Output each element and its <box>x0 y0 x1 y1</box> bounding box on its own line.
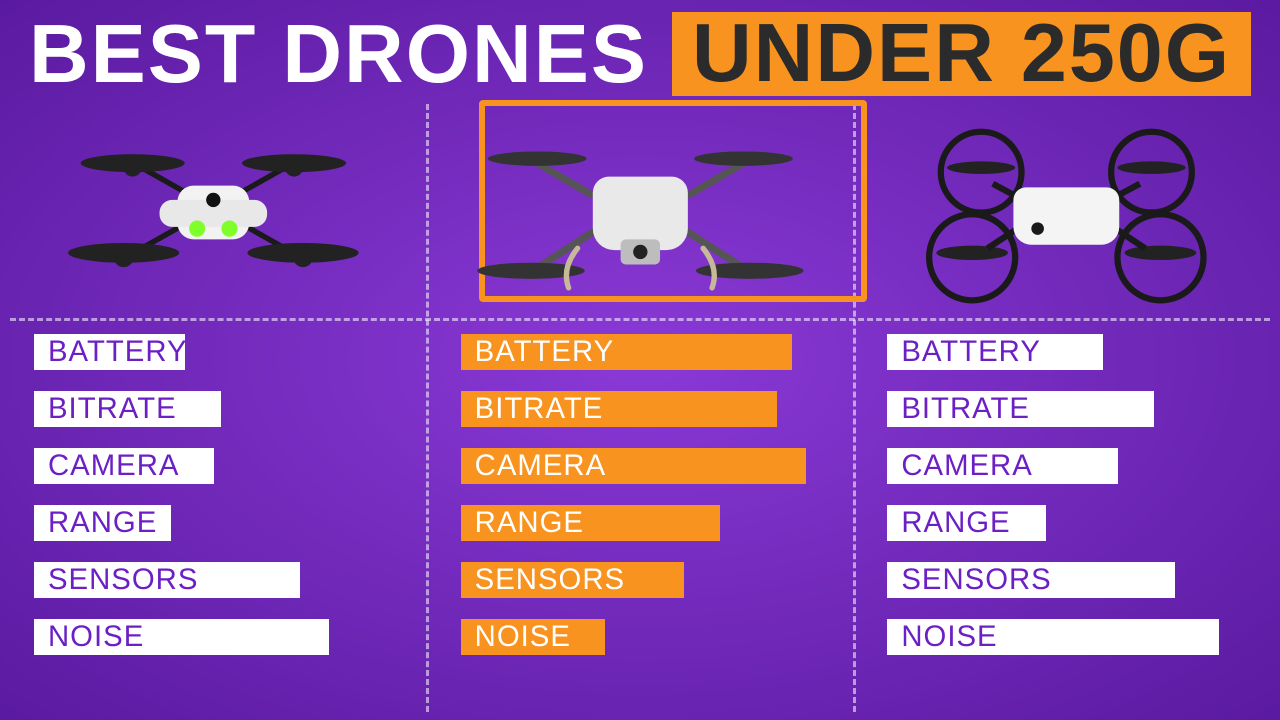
metric-row-range: RANGE <box>461 505 807 541</box>
metric-row-battery: BATTERY <box>461 334 807 370</box>
metric-bar: CAMERA <box>34 448 214 484</box>
title-right-badge: UNDER 250G <box>672 12 1251 97</box>
metric-label: BITRATE <box>901 392 1030 426</box>
metric-bar: NOISE <box>461 619 605 655</box>
metric-bar: BITRATE <box>887 391 1153 427</box>
title-bar: BEST DRONES UNDER 250G <box>0 0 1280 102</box>
metric-row-bitrate: BITRATE <box>461 391 807 427</box>
drone-image-2 <box>461 104 820 312</box>
drone-column-3: BATTERY BITRATE CAMERA RANGE SENSORS NOISE <box>853 104 1280 720</box>
title-left: BEST DRONES <box>29 6 648 102</box>
bars-column-2: BATTERY BITRATE CAMERA RANGE SENSORS NOISE <box>461 334 807 676</box>
metric-label: SENSORS <box>901 563 1051 597</box>
metric-row-camera: CAMERA <box>461 448 807 484</box>
metric-row-sensors: SENSORS <box>887 562 1218 598</box>
metric-row-sensors: SENSORS <box>34 562 329 598</box>
metric-label: CAMERA <box>48 449 179 483</box>
metric-row-camera: CAMERA <box>34 448 329 484</box>
metric-row-bitrate: BITRATE <box>887 391 1218 427</box>
metric-bar: BITRATE <box>461 391 778 427</box>
metric-label: BITRATE <box>48 392 177 426</box>
metric-label: BATTERY <box>901 335 1041 369</box>
metric-row-camera: CAMERA <box>887 448 1218 484</box>
drone-image-3 <box>887 104 1246 312</box>
metric-bar: NOISE <box>887 619 1218 655</box>
drone-column-2: BATTERY BITRATE CAMERA RANGE SENSORS NOISE <box>427 104 854 720</box>
metric-label: RANGE <box>48 506 157 540</box>
drone-icon <box>887 104 1246 312</box>
metric-row-range: RANGE <box>34 505 329 541</box>
metric-label: RANGE <box>475 506 584 540</box>
metric-label: NOISE <box>48 620 144 654</box>
metric-bar: BATTERY <box>887 334 1103 370</box>
metric-bar: RANGE <box>887 505 1045 541</box>
metric-bar: CAMERA <box>461 448 807 484</box>
metric-bar: BATTERY <box>34 334 185 370</box>
metric-label: SENSORS <box>48 563 198 597</box>
metric-row-bitrate: BITRATE <box>34 391 329 427</box>
metric-label: CAMERA <box>901 449 1032 483</box>
metric-label: CAMERA <box>475 449 606 483</box>
metric-bar: BITRATE <box>34 391 221 427</box>
bars-column-1: BATTERY BITRATE CAMERA RANGE SENSORS NOISE <box>34 334 329 676</box>
drone-image-1 <box>34 104 393 312</box>
drone-column-1: BATTERY BITRATE CAMERA RANGE SENSORS NOISE <box>0 104 427 720</box>
metric-bar: BATTERY <box>461 334 792 370</box>
metric-label: NOISE <box>901 620 997 654</box>
infographic-frame: BEST DRONES UNDER 250G <box>0 0 1280 720</box>
metric-bar: CAMERA <box>887 448 1117 484</box>
metric-bar: SENSORS <box>887 562 1175 598</box>
metric-bar: NOISE <box>34 619 329 655</box>
metric-row-noise: NOISE <box>34 619 329 655</box>
metric-label: BATTERY <box>475 335 615 369</box>
metric-label: BITRATE <box>475 392 604 426</box>
metric-label: BATTERY <box>48 335 188 369</box>
metric-bar: SENSORS <box>461 562 684 598</box>
drone-icon <box>34 104 393 312</box>
metric-bar: SENSORS <box>34 562 300 598</box>
metric-row-noise: NOISE <box>887 619 1218 655</box>
metric-label: NOISE <box>475 620 571 654</box>
metric-bar: RANGE <box>461 505 720 541</box>
metric-label: SENSORS <box>475 563 625 597</box>
drone-icon <box>461 104 820 312</box>
metric-row-battery: BATTERY <box>887 334 1218 370</box>
comparison-grid: BATTERY BITRATE CAMERA RANGE SENSORS NOISE <box>0 104 1280 720</box>
metric-bar: RANGE <box>34 505 171 541</box>
metric-label: RANGE <box>901 506 1010 540</box>
metric-row-noise: NOISE <box>461 619 807 655</box>
bars-column-3: BATTERY BITRATE CAMERA RANGE SENSORS NOISE <box>887 334 1218 676</box>
metric-row-range: RANGE <box>887 505 1218 541</box>
metric-row-sensors: SENSORS <box>461 562 807 598</box>
metric-row-battery: BATTERY <box>34 334 329 370</box>
